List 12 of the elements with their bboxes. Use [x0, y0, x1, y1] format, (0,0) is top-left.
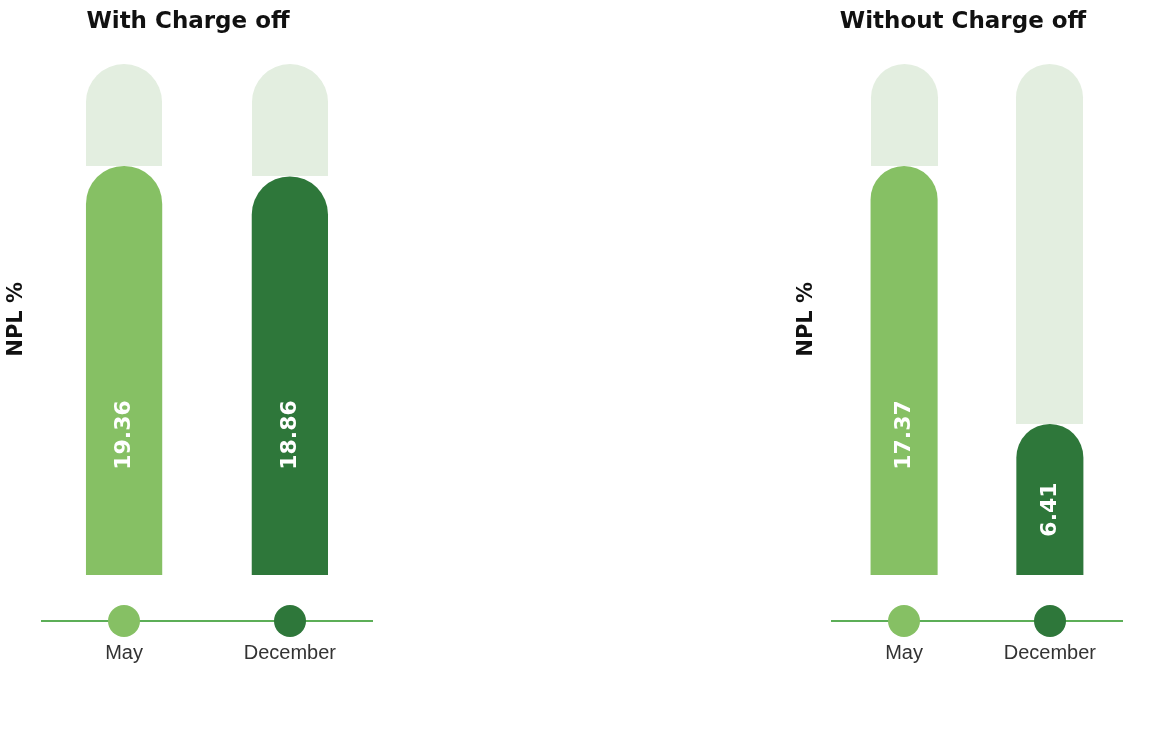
x-tick-label: May [105, 640, 143, 663]
x-tick-label: December [1003, 640, 1097, 663]
chart-title: Without Charge off [839, 6, 1087, 33]
data-label: 18.86 [275, 400, 301, 470]
x-tick-label: May [885, 640, 923, 663]
data-label: 17.37 [889, 400, 915, 470]
data-label: 19.36 [109, 400, 135, 470]
chart-title: With Charge off [86, 6, 290, 33]
data-label: 6.41 [1035, 482, 1061, 537]
y-axis-title: NPL % [793, 281, 818, 357]
y-axis-title: NPL % [3, 281, 28, 357]
x-tick-label: December [243, 640, 337, 663]
